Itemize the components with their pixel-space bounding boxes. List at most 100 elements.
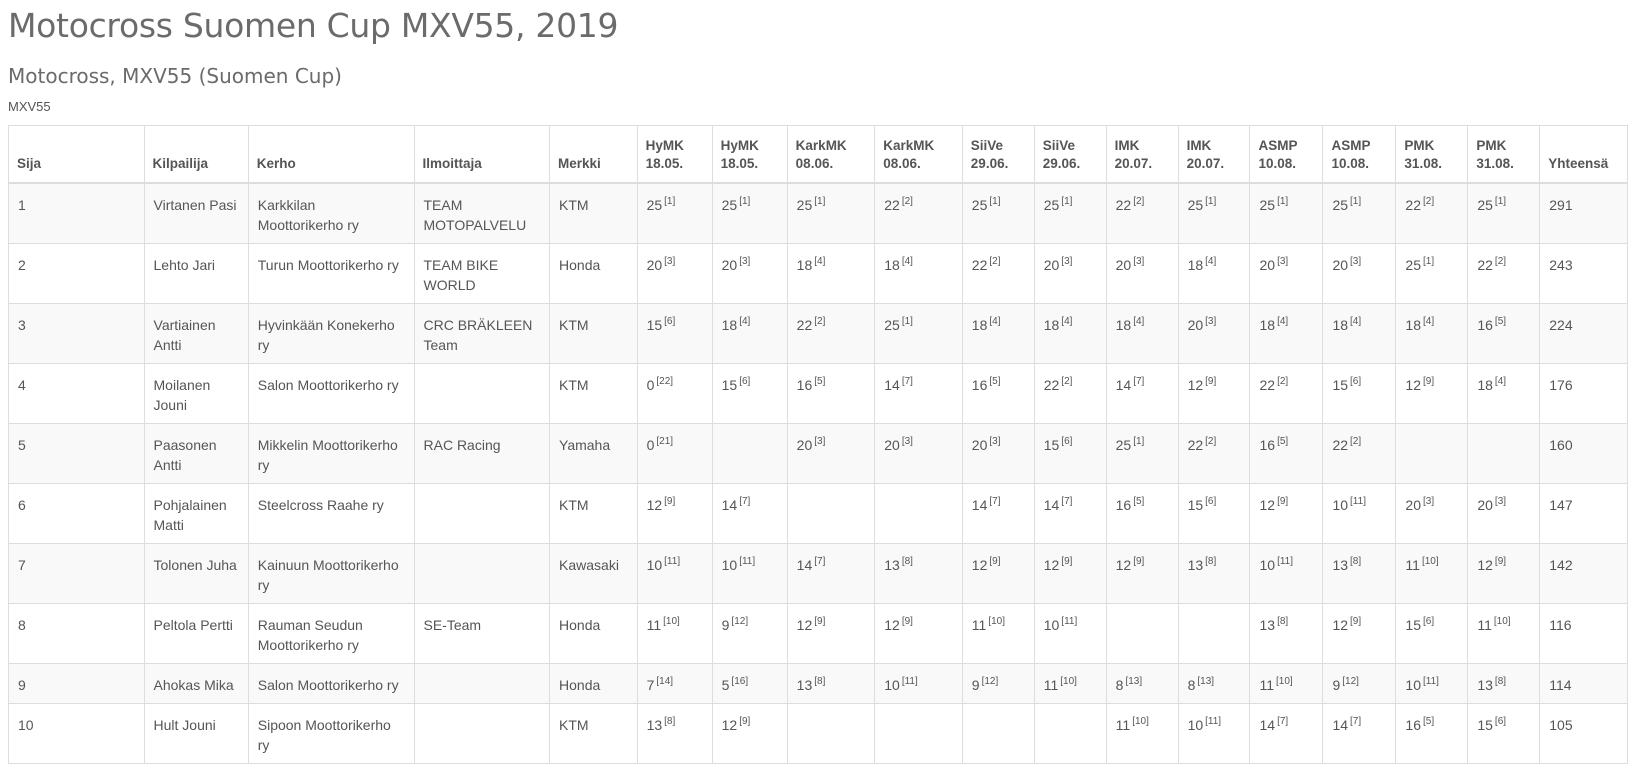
result-position: [9] [814, 616, 826, 627]
cell-result: 22 [2] [1177, 423, 1251, 484]
result-position: [5] [1423, 716, 1435, 727]
result-points: 22 [884, 197, 900, 213]
result-position: [10] [1421, 556, 1439, 567]
result-points: 14 [1043, 497, 1060, 513]
result-position: [4] [1423, 316, 1435, 327]
cell-result [874, 703, 963, 764]
result-points: 15 [1332, 377, 1349, 393]
cell-result: 5 [16] [711, 663, 788, 704]
cell-ilmoittaja: CRC BRÄKLEEN Team [413, 303, 551, 364]
column-header-event[interactable]: IMK 20.07. [1105, 125, 1179, 184]
result-position: [2] [989, 256, 1001, 267]
result-position: [2] [814, 316, 826, 327]
cell-result: 20 [3] [1395, 483, 1469, 544]
event-name: ASMP [1258, 138, 1298, 153]
column-header-event[interactable]: PMK 31.08. [1467, 125, 1541, 184]
cell-kilpailija: Virtanen Pasi [143, 182, 249, 244]
result-position: [6] [1350, 376, 1362, 387]
result-position: [13] [1125, 676, 1143, 687]
column-header-event[interactable]: IMK 20.07. [1177, 125, 1251, 184]
column-header-sija[interactable]: Sija [8, 125, 145, 184]
cell-result: 25 [1] [1395, 243, 1469, 304]
cell-total: 224 [1539, 303, 1628, 364]
cell-result: 16 [5] [1105, 483, 1179, 544]
result-position: [8] [1205, 556, 1217, 567]
result-points: 16 [1477, 317, 1493, 333]
cell-result: 10 [11] [1177, 703, 1251, 764]
result-points: 15 [646, 317, 663, 333]
cell-result: 16 [5] [961, 363, 1035, 424]
result-points: 25 [1405, 257, 1421, 273]
result-points: 18 [971, 317, 988, 333]
result-points: 10 [1187, 717, 1204, 733]
result-points: 16 [796, 377, 813, 393]
cell-result: 13 [8] [874, 543, 963, 604]
result-position: [9] [1350, 616, 1362, 627]
result-position: [1] [1205, 196, 1217, 207]
cell-result [874, 483, 963, 544]
column-header-merkki[interactable]: Merkki [549, 125, 638, 184]
cell-result: 12 [9] [711, 703, 788, 764]
result-position: [1] [814, 196, 826, 207]
result-points: 12 [646, 497, 663, 513]
cell-result: 20 [3] [786, 423, 876, 484]
cell-kerho: Salon Moottorikerho ry [247, 663, 415, 704]
result-points: 25 [1332, 197, 1349, 213]
column-header-event[interactable]: PMK 31.08. [1395, 125, 1469, 184]
column-header-event[interactable]: KarkMK 08.06. [786, 125, 876, 184]
table-row: 10 Hult Jouni Sipoon Moottorikerho ry KTM 13… [8, 703, 1628, 764]
result-position: [1] [1350, 196, 1362, 207]
result-points: 20 [796, 437, 813, 453]
result-position: [10] [1493, 616, 1511, 627]
result-position: [9] [664, 496, 676, 507]
cell-result: 18 [4] [1105, 303, 1179, 364]
column-header-event[interactable]: KarkMK 08.06. [874, 125, 963, 184]
result-position: [11] [1061, 616, 1078, 627]
result-points: 11 [971, 617, 987, 633]
result-position: [1] [1133, 436, 1145, 447]
cell-result [1105, 603, 1179, 664]
table-row: 5 Paasonen Antti Mikkelin Moottorikerho ry… [8, 423, 1628, 484]
result-position: [8] [901, 556, 913, 567]
column-header-event[interactable]: HyMK 18.05. [636, 125, 713, 184]
cell-merkki: KTM [549, 363, 638, 424]
result-position: [11] [1423, 676, 1439, 687]
result-points: 16 [1405, 717, 1421, 733]
column-header-event[interactable]: ASMP 10.08. [1322, 125, 1397, 184]
result-points: 18 [1187, 257, 1204, 273]
result-position: [12] [731, 616, 749, 627]
result-position: [3] [989, 436, 1001, 447]
event-date: 18.05. [720, 156, 759, 171]
result-points: 12 [1477, 557, 1493, 573]
result-position: [1] [1277, 196, 1289, 207]
column-header-ilmoittaja[interactable]: Ilmoittaja [413, 125, 551, 184]
column-header-event[interactable]: SiiVe 29.06. [1033, 125, 1107, 184]
result-position: [3] [814, 436, 826, 447]
event-date: 29.06. [970, 156, 1009, 171]
cell-result: 9 [12] [1322, 663, 1397, 704]
cell-total: 147 [1539, 483, 1628, 544]
result-position: [9] [1423, 376, 1435, 387]
column-header-event[interactable]: SiiVe 29.06. [961, 125, 1035, 184]
cell-merkki: Honda [549, 243, 638, 304]
cell-result: 12 [9] [874, 603, 963, 664]
cell-result: 25 [1] [1105, 423, 1179, 484]
cell-result: 10 [11] [636, 543, 713, 604]
column-header-event[interactable]: ASMP 10.08. [1249, 125, 1324, 184]
result-position: [11] [1277, 556, 1293, 567]
column-header-kilpailija[interactable]: Kilpailija [143, 125, 249, 184]
cell-result: 20 [3] [1322, 243, 1397, 304]
cell-result: 20 [3] [711, 243, 788, 304]
cell-result: 16 [5] [786, 363, 876, 424]
result-position: [3] [1423, 496, 1435, 507]
column-header-yhteensa[interactable]: Yhteensä [1539, 125, 1628, 184]
cell-result: 14 [7] [786, 543, 876, 604]
column-header-event[interactable]: HyMK 18.05. [711, 125, 788, 184]
cell-result: 22 [2] [1467, 243, 1541, 304]
result-position: [3] [1494, 496, 1507, 507]
result-points: 13 [646, 717, 663, 733]
result-position: [3] [1205, 316, 1217, 327]
cell-result: 11 [10] [1033, 663, 1107, 704]
cell-result: 25 [1] [961, 182, 1035, 244]
column-header-kerho[interactable]: Kerho [247, 125, 415, 184]
